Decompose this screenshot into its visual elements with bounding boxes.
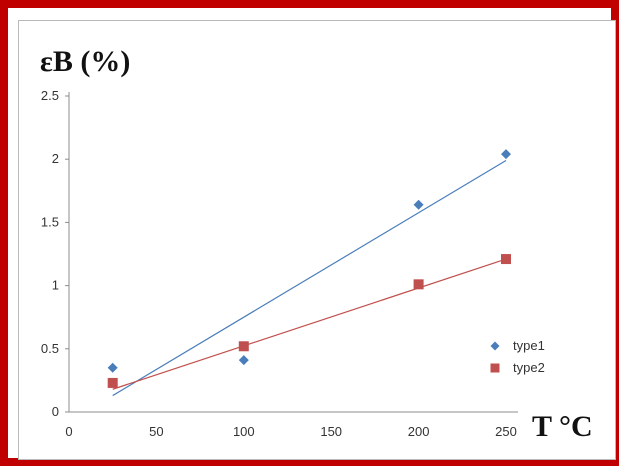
x-tick-label: 250 <box>495 424 517 439</box>
y-tick-label: 0.5 <box>41 341 59 356</box>
point-type2 <box>501 254 511 265</box>
point-type1 <box>501 149 511 160</box>
data-points <box>107 149 511 388</box>
point-type2 <box>413 279 424 290</box>
x-axis-title: T °C <box>532 410 593 443</box>
x-tick-label: 200 <box>408 424 430 439</box>
point-type2 <box>238 341 249 352</box>
legend-label-type2: type2 <box>513 360 545 375</box>
x-tick-label: 0 <box>65 424 72 439</box>
legend: type1 type2 <box>490 338 545 375</box>
point-type2 <box>107 377 118 388</box>
legend-label-type1: type1 <box>513 338 545 353</box>
trendline-type2 <box>112 258 507 390</box>
y-tick-label: 1 <box>52 278 59 293</box>
axes <box>68 92 518 413</box>
x-tick-label: 50 <box>149 424 163 439</box>
trendlines <box>112 159 507 397</box>
legend-marker-type2 <box>490 363 500 373</box>
point-type1 <box>413 199 424 210</box>
point-type1 <box>107 362 118 373</box>
y-tick-label: 2 <box>52 151 59 166</box>
y-tick-label: 2.5 <box>41 88 59 103</box>
y-axis-title: εB (%) <box>40 45 130 78</box>
trendline-type1 <box>112 159 507 397</box>
y-tick-label: 0 <box>52 404 59 419</box>
y-tick-labels: 0 0.5 1 1.5 2 2.5 <box>41 88 69 419</box>
x-tick-labels: 0 50 100 150 200 250 <box>65 424 516 439</box>
x-tick-label: 150 <box>320 424 342 439</box>
point-type1 <box>238 355 249 366</box>
y-tick-label: 1.5 <box>41 214 59 229</box>
x-tick-label: 100 <box>233 424 255 439</box>
legend-marker-type1 <box>490 341 500 351</box>
